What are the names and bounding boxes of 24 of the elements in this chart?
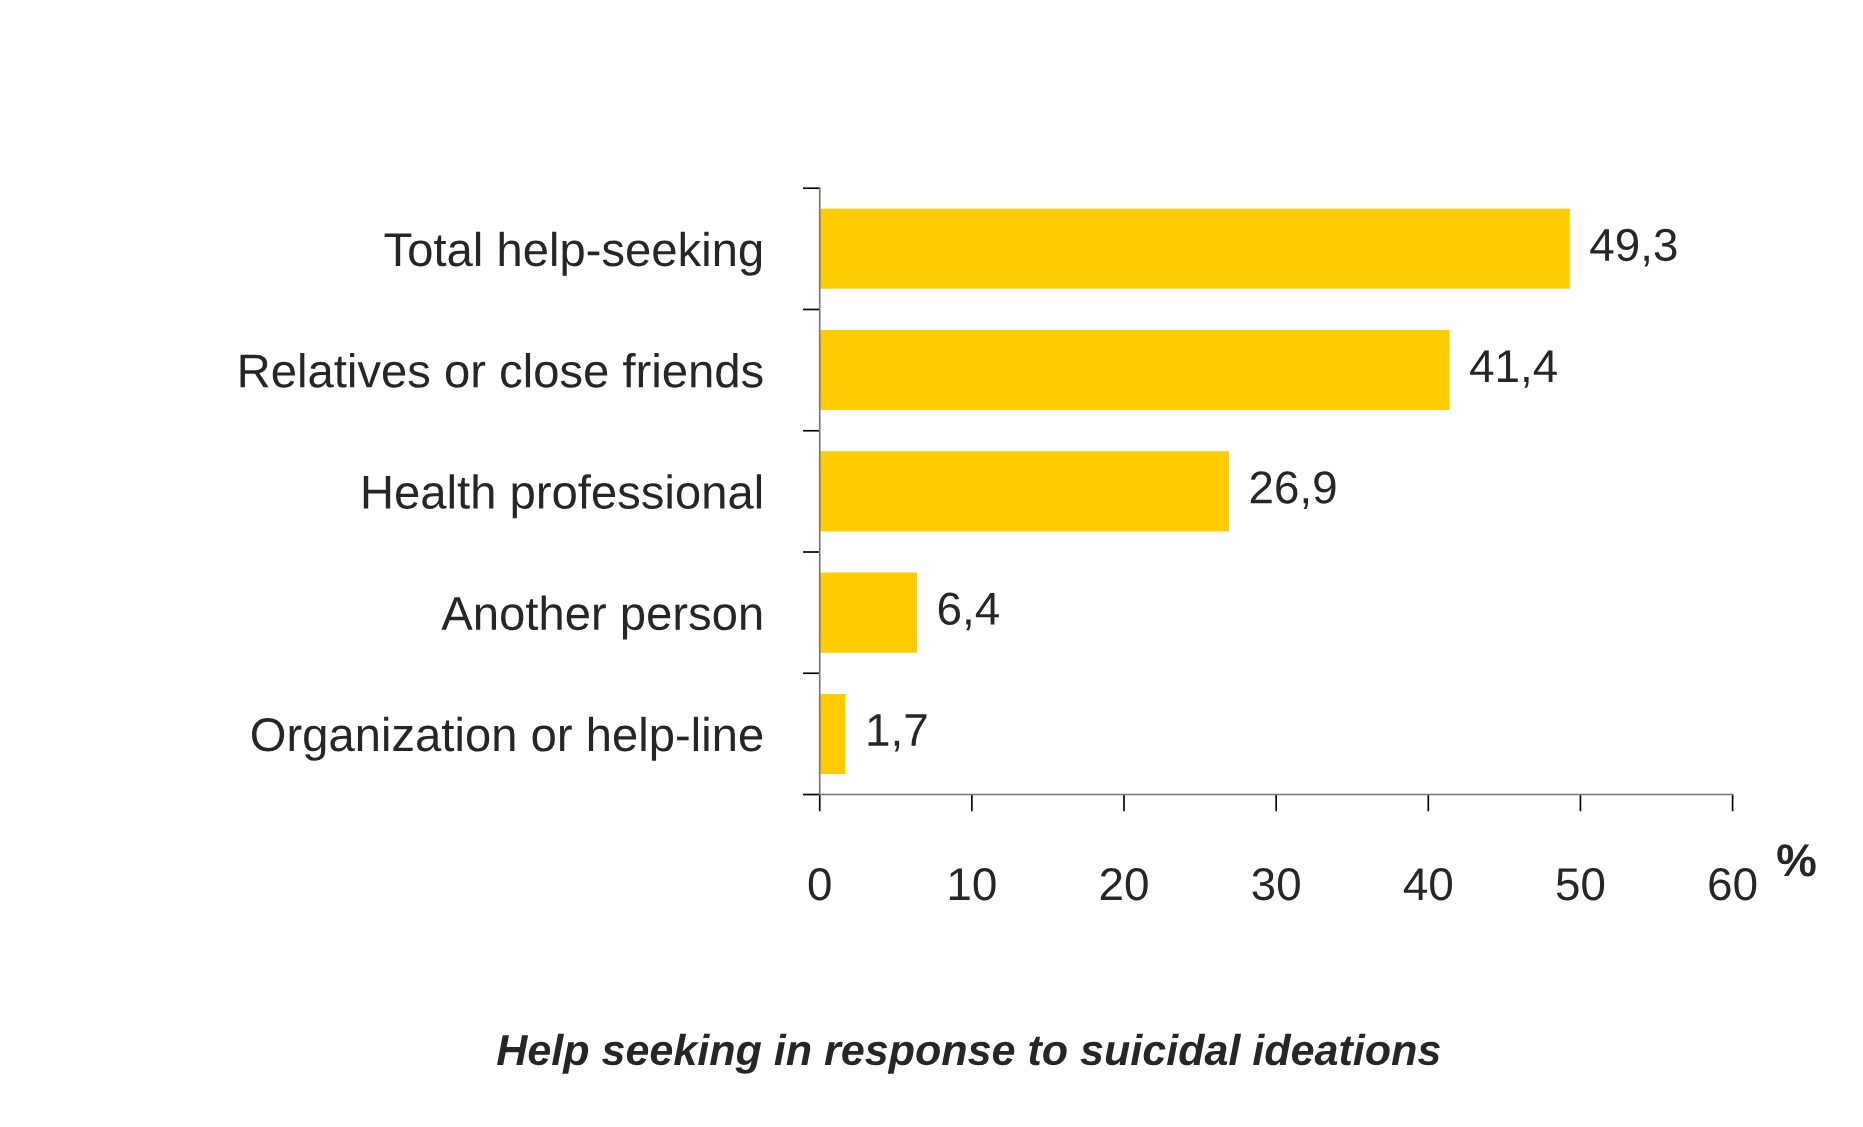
x-tick-label: 40: [1403, 867, 1452, 901]
x-tick-label: 60: [1709, 867, 1757, 901]
data-label: 1,7: [868, 714, 927, 752]
bar: [819, 451, 1229, 532]
x-tick-label: 20: [1100, 867, 1148, 901]
x-tick-label: 10: [949, 867, 996, 901]
y-tick-label: Organization or help-line: [251, 716, 763, 761]
bar: [819, 330, 1450, 411]
bar: [819, 572, 918, 653]
data-label: 6,4: [938, 592, 999, 631]
x-tick-label: 50: [1556, 867, 1605, 901]
text: Help seeking in response to suicidal ideations: [497, 1033, 1440, 1074]
data-label: 26,9: [1250, 471, 1336, 510]
x-axis-title: %: [1777, 844, 1816, 877]
data-label: 41,4: [1470, 350, 1557, 388]
y-tick-label: Total help-seeking: [384, 231, 762, 276]
data-label: 49,3: [1590, 228, 1677, 267]
bar: [819, 693, 846, 774]
x-tick-label: 0: [808, 867, 831, 901]
bar: [819, 208, 1570, 289]
y-tick-label: Relatives or close friends: [240, 353, 763, 388]
x-tick-label: 30: [1252, 867, 1300, 901]
y-tick-label: Another person: [441, 595, 762, 640]
y-tick-label: Health professional: [363, 474, 762, 519]
